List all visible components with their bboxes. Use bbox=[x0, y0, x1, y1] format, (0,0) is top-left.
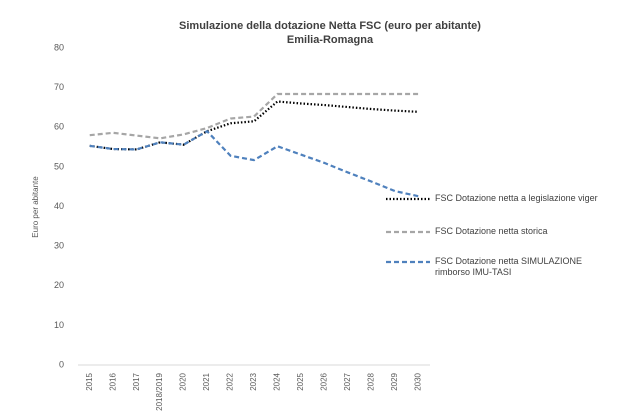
x-tick-label: 2026 bbox=[320, 372, 329, 390]
y-tick-label: 0 bbox=[59, 359, 64, 369]
y-tick-label: 50 bbox=[54, 161, 64, 171]
x-tick-label: 2028 bbox=[366, 372, 375, 390]
y-tick-label: 20 bbox=[54, 280, 64, 290]
x-tick-label: 2023 bbox=[249, 372, 258, 390]
x-tick-label: 2024 bbox=[273, 372, 282, 390]
x-tick-label: 2029 bbox=[390, 372, 399, 390]
x-tick-label: 2021 bbox=[202, 372, 211, 390]
x-tick-label: 2020 bbox=[179, 372, 188, 390]
x-tick-label: 2017 bbox=[132, 372, 141, 390]
legend-entry: FSC Dotazione netta a legislazione viger bbox=[435, 193, 598, 203]
series-line bbox=[89, 100, 419, 151]
y-tick-label: 40 bbox=[54, 201, 64, 211]
y-tick-label: 80 bbox=[54, 42, 64, 52]
x-tick-label: 2027 bbox=[343, 372, 352, 390]
series-line bbox=[89, 92, 419, 140]
y-tick-label: 30 bbox=[54, 241, 64, 251]
chart-title: Simulazione della dotazione Netta FSC (e… bbox=[179, 20, 481, 32]
y-tick-label: 10 bbox=[54, 320, 64, 330]
legend-entry: FSC Dotazione netta storica bbox=[435, 226, 548, 236]
x-tick-label: 2022 bbox=[226, 372, 235, 390]
x-tick-label: 2025 bbox=[296, 372, 305, 390]
x-tick-label: 2030 bbox=[413, 372, 422, 390]
y-tick-label: 60 bbox=[54, 122, 64, 132]
x-tick-label: 2018/2019 bbox=[155, 372, 164, 410]
y-axis-label: Euro per abitante bbox=[31, 176, 40, 238]
x-tick-label: 2016 bbox=[108, 372, 117, 390]
x-tick-label: 2015 bbox=[85, 372, 94, 390]
series-line bbox=[89, 129, 419, 198]
chart-subtitle: Emilia-Romagna bbox=[287, 34, 374, 46]
y-tick-label: 70 bbox=[54, 82, 64, 92]
legend-entry: FSC Dotazione netta SIMULAZIONE rimborso… bbox=[435, 256, 583, 277]
